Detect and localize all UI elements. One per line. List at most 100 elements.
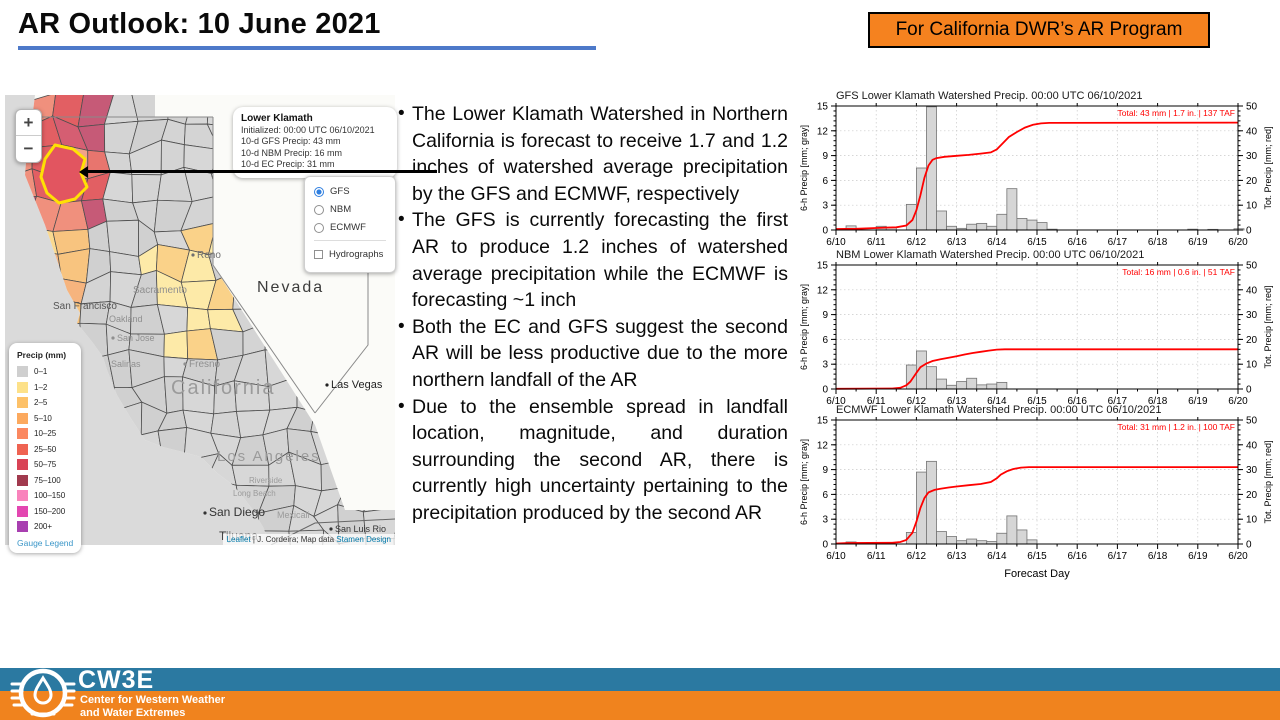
city-dot [183, 362, 187, 366]
legend-row: 1–2 [17, 380, 75, 396]
footer-subtitle: Center for Western Weather and Water Ext… [80, 694, 225, 719]
city-label: Sacramento [133, 285, 187, 296]
city-label: Riverside [249, 476, 283, 485]
divider [314, 240, 386, 241]
layer-label: NBM [330, 204, 352, 215]
layer-option-hydrographs[interactable]: Hydrographs [314, 247, 386, 262]
bullet-item: The GFS is currently forecasting the fir… [398, 207, 788, 313]
svg-text:30: 30 [1246, 465, 1258, 476]
chart-gfs: 6/10 6/11 6/12 6/13 6/14 6/15 6/16 6/17 6/18 6/19… [798, 90, 1280, 253]
legend-swatch [17, 412, 28, 424]
svg-text:9: 9 [822, 465, 828, 476]
chart-title: NBM Lower Klamath Watershed Precip. 00:0… [836, 249, 1144, 261]
svg-text:40: 40 [1246, 440, 1258, 451]
svg-text:6/15: 6/15 [1027, 551, 1047, 562]
legend-row: 2–5 [17, 395, 75, 411]
svg-text:0: 0 [822, 385, 828, 396]
svg-text:0: 0 [1246, 385, 1252, 396]
legend-row: 75–100 [17, 473, 75, 489]
watershed-cell [106, 219, 139, 257]
page-title: AR Outlook: 10 June 2021 [18, 8, 381, 40]
y-axis-label-left: 6-h Precip [mm; gray] [799, 125, 809, 211]
svg-text:9: 9 [822, 310, 828, 321]
svg-text:6/17: 6/17 [1108, 396, 1128, 407]
svg-text:3: 3 [822, 201, 828, 212]
svg-text:6/14: 6/14 [987, 237, 1007, 248]
svg-text:10: 10 [1246, 515, 1258, 526]
precip-bars [845, 460, 1038, 545]
stamen-link[interactable]: Stamen Design [336, 535, 391, 544]
layer-option-ecmwf[interactable]: ECMWF [314, 220, 386, 235]
city-label: Oakland [109, 314, 143, 324]
gauge-legend-link[interactable]: Gauge Legend [17, 537, 74, 548]
y-axis-label-right: Tot. Precip [mm; red] [1263, 126, 1273, 209]
svg-text:3: 3 [822, 515, 828, 526]
cumulative-line [835, 121, 1239, 230]
y-axis-label-right: Tot. Precip [mm; red] [1263, 285, 1273, 368]
precip-chart-svg: 6/10 6/11 6/12 6/13 6/14 6/15 6/16 6/17 6/18 6/19… [799, 90, 1273, 248]
chart-ecmwf: 6/10 6/11 6/12 6/13 6/14 6/15 6/16 6/17 6/18 6/19… [798, 404, 1280, 587]
layer-label: ECMWF [330, 222, 366, 233]
svg-text:3: 3 [822, 360, 828, 371]
city-label: San Francisco [53, 301, 117, 312]
title-underline [18, 46, 596, 50]
popup-line: 10-d NBM Precip: 16 mm [241, 147, 343, 158]
layer-option-nbm[interactable]: NBM [314, 202, 386, 217]
legend-swatch [17, 521, 28, 533]
popup-title: Lower Klamath [241, 113, 313, 124]
watershed-map[interactable]: Reno Nevada Sacramento San Francisco Oakland… [5, 95, 397, 553]
svg-text:6/15: 6/15 [1027, 237, 1047, 248]
svg-text:12: 12 [817, 440, 829, 451]
layer-label: Hydrographs [329, 249, 384, 260]
precip-bars [845, 106, 1245, 231]
svg-text:6/10: 6/10 [826, 396, 846, 407]
city-dot [203, 511, 207, 515]
footer-band-orange [0, 691, 1280, 720]
svg-text:9: 9 [822, 151, 828, 162]
footer-band-blue [0, 668, 1280, 691]
annotation-arrow [79, 165, 437, 178]
city-label: Nevada [257, 279, 324, 296]
popup-line: 10-d EC Precip: 31 mm [241, 159, 335, 169]
city-label: San Diego [209, 505, 265, 519]
y-axis-label-left: 6-h Precip [mm; gray] [799, 284, 809, 370]
svg-text:6/14: 6/14 [987, 396, 1007, 407]
footer-subtitle-line: and Water Extremes [80, 706, 186, 719]
svg-text:6/13: 6/13 [947, 396, 967, 407]
lower-klamath-highlight[interactable] [39, 143, 89, 205]
svg-text:20: 20 [1246, 176, 1258, 187]
legend-row: 100–150 [17, 488, 75, 504]
radio-icon[interactable] [314, 222, 324, 233]
city-label: Fresno [189, 359, 221, 370]
svg-text:6/11: 6/11 [867, 551, 886, 562]
layer-control: GFS NBM ECMWF Hydrographs [304, 176, 396, 273]
svg-text:6/12: 6/12 [907, 551, 927, 562]
legend-row: 0–1 [17, 364, 75, 380]
watershed-cell [186, 307, 211, 332]
leaflet-link[interactable]: Leaflet [226, 535, 251, 544]
legend-row: 200+ [17, 519, 75, 535]
city-label: Reno [197, 250, 221, 261]
city-labels: Reno Nevada Sacramento San Francisco Oakland… [53, 250, 386, 543]
svg-text:6: 6 [822, 335, 828, 346]
zoom-out-button[interactable]: − [23, 139, 34, 158]
svg-text:20: 20 [1246, 335, 1258, 346]
svg-text:6/20: 6/20 [1228, 396, 1248, 407]
zoom-in-button[interactable]: + [16, 110, 41, 136]
svg-text:0: 0 [822, 540, 828, 551]
footer-logo-text: CW3E [78, 666, 155, 694]
popup-line: Initialized: 00:00 UTC 06/10/2021 [241, 124, 375, 135]
svg-text:6/11: 6/11 [867, 396, 886, 407]
footer-subtitle-line: Center for Western Weather [80, 694, 226, 706]
radio-selected-icon[interactable] [314, 186, 324, 197]
radio-icon[interactable] [314, 204, 324, 215]
checkbox-icon[interactable] [314, 250, 323, 259]
bullet-item: The Lower Klamath Watershed in Northern … [398, 101, 788, 207]
svg-text:50: 50 [1246, 261, 1258, 272]
legend-swatch [17, 505, 28, 517]
legend-label: 100–150 [34, 491, 66, 501]
layer-option-gfs[interactable]: GFS [314, 184, 386, 199]
svg-text:40: 40 [1246, 126, 1258, 137]
legend-row: 10–25 [17, 426, 75, 442]
